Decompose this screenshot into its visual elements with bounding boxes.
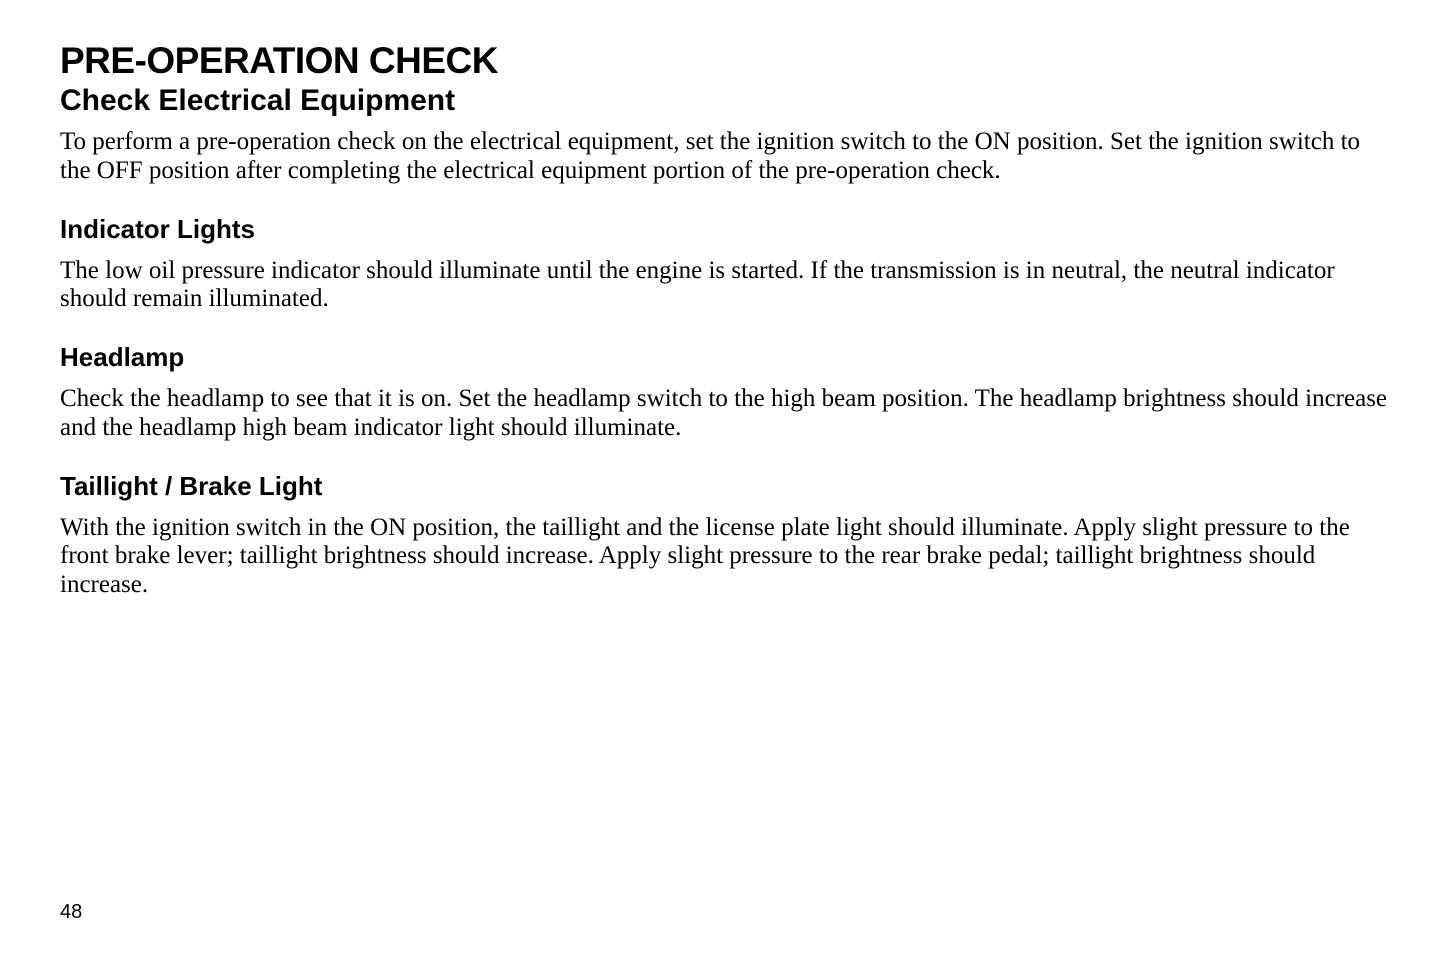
section-heading-headlamp: Headlamp: [60, 342, 1394, 373]
section-heading-indicator-lights: Indicator Lights: [60, 214, 1394, 245]
document-content: PRE-OPERATION CHECK Check Electrical Equ…: [60, 40, 1394, 600]
subtitle: Check Electrical Equipment: [60, 84, 1394, 118]
page-number: 48: [60, 901, 82, 924]
section-text-taillight: With the ignition switch in the ON posit…: [60, 514, 1394, 600]
main-title: PRE-OPERATION CHECK: [60, 40, 1394, 82]
intro-paragraph: To perform a pre-operation check on the …: [60, 128, 1394, 186]
section-heading-taillight: Taillight / Brake Light: [60, 471, 1394, 502]
section-text-indicator-lights: The low oil pressure indicator should il…: [60, 257, 1394, 315]
section-text-headlamp: Check the headlamp to see that it is on.…: [60, 385, 1394, 443]
